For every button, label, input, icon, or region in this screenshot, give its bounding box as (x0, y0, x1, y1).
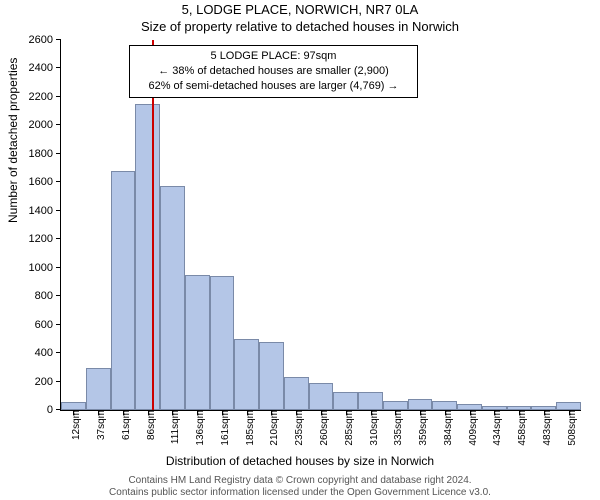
x-tick-label: 335sqm (391, 410, 404, 446)
x-tick-label: 136sqm (193, 410, 206, 446)
x-tick-mark (544, 410, 545, 415)
x-tick-mark (470, 410, 471, 415)
x-tick-label: 434sqm (490, 410, 503, 446)
x-tick-label: 12sqm (69, 410, 82, 440)
histogram-bar (556, 402, 581, 410)
y-tick-label: 2400 (29, 62, 61, 74)
x-tick-mark (271, 410, 272, 415)
x-tick-mark (123, 410, 124, 415)
x-tick-label: 285sqm (342, 410, 355, 446)
histogram-bar (185, 275, 210, 410)
y-tick-mark (56, 39, 61, 40)
x-tick-mark (148, 410, 149, 415)
histogram-bar (408, 399, 433, 410)
histogram-bar (135, 104, 160, 410)
x-tick-label: 409sqm (466, 410, 479, 446)
histogram-chart: 12sqm37sqm61sqm86sqm111sqm136sqm161sqm18… (60, 40, 581, 411)
x-tick-mark (569, 410, 570, 415)
y-tick-label: 600 (35, 319, 61, 331)
ogl-notice: Contains public sector information licen… (0, 487, 600, 498)
y-tick-mark (56, 409, 61, 410)
y-tick-label: 2000 (29, 119, 61, 131)
y-tick-label: 1600 (29, 176, 61, 188)
x-tick-label: 458sqm (515, 410, 528, 446)
x-tick-label: 161sqm (218, 410, 231, 446)
histogram-bar (432, 401, 457, 410)
histogram-bar (358, 392, 383, 410)
histogram-bar (61, 402, 86, 410)
x-tick-label: 210sqm (267, 410, 280, 446)
y-tick-label: 0 (47, 404, 61, 416)
x-tick-label: 185sqm (243, 410, 256, 446)
property-info-box: 5 LODGE PLACE: 97sqm← 38% of detached ho… (129, 45, 418, 98)
x-tick-label: 384sqm (441, 410, 454, 446)
y-tick-label: 1800 (29, 148, 61, 160)
histogram-bar (86, 368, 111, 410)
y-tick-mark (56, 210, 61, 211)
y-tick-mark (56, 381, 61, 382)
x-tick-label: 260sqm (317, 410, 330, 446)
y-tick-mark (56, 295, 61, 296)
page-root: 5, LODGE PLACE, NORWICH, NR7 0LA Size of… (0, 0, 600, 500)
x-tick-mark (172, 410, 173, 415)
chart-title-sub: Size of property relative to detached ho… (0, 19, 600, 34)
x-tick-label: 310sqm (367, 410, 380, 446)
x-tick-label: 483sqm (540, 410, 553, 446)
x-tick-mark (494, 410, 495, 415)
y-tick-mark (56, 238, 61, 239)
histogram-bar (111, 171, 136, 410)
y-tick-label: 400 (35, 347, 61, 359)
y-tick-mark (56, 181, 61, 182)
chart-title-main: 5, LODGE PLACE, NORWICH, NR7 0LA (0, 2, 600, 17)
x-tick-mark (98, 410, 99, 415)
x-tick-label: 508sqm (565, 410, 578, 446)
y-tick-label: 1000 (29, 262, 61, 274)
info-line-1: 5 LODGE PLACE: 97sqm (136, 49, 411, 64)
histogram-bar (259, 342, 284, 410)
x-tick-mark (247, 410, 248, 415)
x-tick-mark (222, 410, 223, 415)
y-tick-mark (56, 267, 61, 268)
x-tick-mark (445, 410, 446, 415)
x-tick-mark (296, 410, 297, 415)
y-tick-label: 1200 (29, 233, 61, 245)
x-tick-mark (420, 410, 421, 415)
y-axis-label: Number of detached properties (6, 58, 20, 223)
copyright-notice: Contains HM Land Registry data © Crown c… (0, 475, 600, 486)
info-line-3: 62% of semi-detached houses are larger (… (136, 79, 411, 94)
x-tick-label: 359sqm (416, 410, 429, 446)
histogram-bar (160, 186, 185, 410)
x-tick-label: 37sqm (94, 410, 107, 440)
y-tick-mark (56, 352, 61, 353)
x-tick-mark (519, 410, 520, 415)
info-line-2: ← 38% of detached houses are smaller (2,… (136, 64, 411, 79)
x-tick-mark (346, 410, 347, 415)
x-axis-label: Distribution of detached houses by size … (0, 454, 600, 468)
y-tick-mark (56, 96, 61, 97)
y-tick-label: 200 (35, 376, 61, 388)
y-tick-mark (56, 124, 61, 125)
y-tick-label: 1400 (29, 205, 61, 217)
histogram-bar (383, 401, 408, 410)
y-tick-mark (56, 67, 61, 68)
x-tick-mark (321, 410, 322, 415)
histogram-bar (333, 392, 358, 410)
histogram-bar (284, 377, 309, 410)
x-tick-mark (371, 410, 372, 415)
x-tick-mark (197, 410, 198, 415)
histogram-bar (234, 339, 259, 410)
histogram-bar (309, 383, 334, 410)
x-tick-mark (395, 410, 396, 415)
x-tick-label: 235sqm (292, 410, 305, 446)
x-tick-label: 61sqm (119, 410, 132, 440)
y-tick-mark (56, 324, 61, 325)
histogram-bar (210, 276, 235, 410)
y-tick-label: 2200 (29, 91, 61, 103)
x-tick-label: 111sqm (168, 410, 181, 444)
y-tick-label: 2600 (29, 34, 61, 46)
y-tick-label: 800 (35, 290, 61, 302)
x-tick-mark (73, 410, 74, 415)
y-tick-mark (56, 153, 61, 154)
x-tick-label: 86sqm (144, 410, 157, 440)
